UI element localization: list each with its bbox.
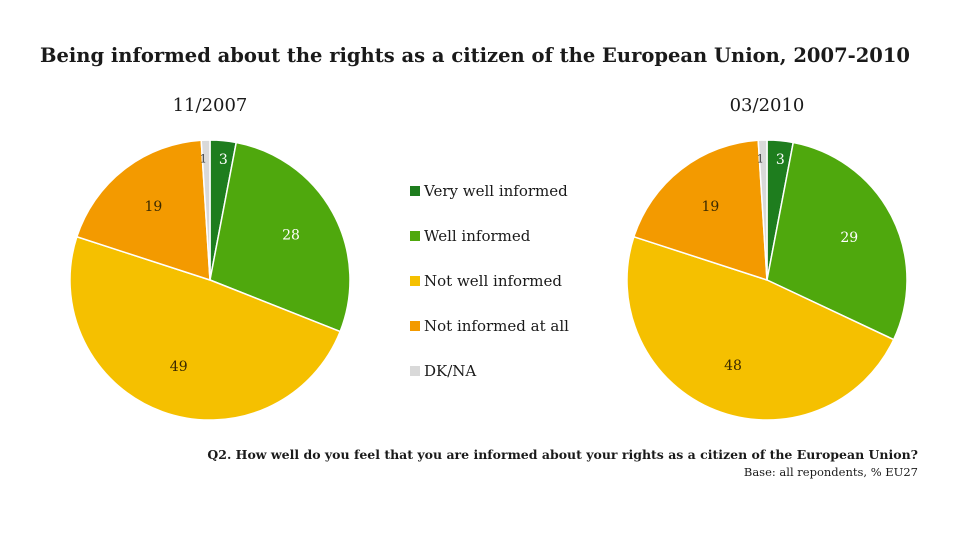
data-label-very-well-informed: 3 — [776, 152, 785, 168]
legend-label: Not well informed — [424, 271, 562, 290]
data-label-not-well-informed: 49 — [170, 359, 188, 375]
pie-chart-2007: 3 28 49 19 1 — [69, 139, 351, 421]
pie-slice-not-well-informed — [69, 235, 342, 421]
legend-label: Very well informed — [424, 181, 568, 200]
legend-label: Well informed — [424, 226, 531, 245]
legend: Very well informed Well informed Not wel… — [410, 168, 569, 393]
legend-item-very-well-informed: Very well informed — [410, 168, 569, 213]
pie-slice-dk-na — [200, 139, 211, 281]
legend-swatch — [410, 275, 420, 286]
legend-swatch — [410, 185, 420, 196]
chart-title: Being informed about the rights as a cit… — [40, 44, 910, 67]
pie-slice-dk-na — [757, 139, 768, 281]
data-label-very-well-informed: 3 — [219, 152, 228, 168]
legend-swatch — [410, 230, 420, 241]
data-label-well-informed: 28 — [282, 228, 300, 244]
pie-title-2007: 11/2007 — [172, 95, 248, 116]
legend-label: DK/NA — [424, 361, 477, 380]
legend-item-dk-na: DK/NA — [410, 348, 569, 393]
base-footnote: Base: all repondents, % EU27 — [743, 465, 918, 479]
data-label-not-informed-at-all: 19 — [144, 199, 162, 215]
data-label-dk-na: 1 — [200, 153, 207, 166]
data-label-dk-na: 1 — [757, 153, 764, 166]
pie-slice-not-informed-at-all — [75, 139, 211, 282]
question-footnote: Q2. How well do you feel that you are in… — [207, 447, 918, 462]
pie-title-2010: 03/2010 — [729, 95, 805, 116]
data-label-well-informed: 29 — [840, 230, 858, 246]
legend-swatch — [410, 365, 420, 376]
data-label-not-informed-at-all: 19 — [701, 199, 719, 215]
pie-chart-2010: 3 29 48 19 1 — [626, 139, 908, 421]
legend-item-well-informed: Well informed — [410, 213, 569, 258]
legend-item-not-informed-at-all: Not informed at all — [410, 303, 569, 348]
data-label-not-well-informed: 48 — [724, 358, 742, 374]
pie-slice-not-informed-at-all — [632, 139, 768, 282]
pie-slice-not-well-informed — [626, 235, 895, 421]
legend-item-not-well-informed: Not well informed — [410, 258, 569, 303]
legend-swatch — [410, 320, 420, 331]
pie-slice-well-informed — [209, 141, 351, 333]
pie-slice-well-informed — [766, 141, 908, 341]
legend-label: Not informed at all — [424, 316, 569, 335]
